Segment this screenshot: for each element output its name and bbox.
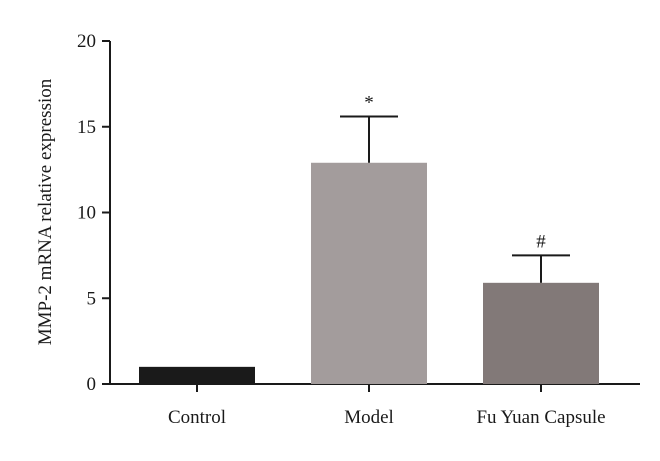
plot-area: 0 5 10 15 20 Control Model * Fu Yuan Capsule # bbox=[77, 31, 640, 428]
y-tick-label: 20 bbox=[77, 31, 96, 52]
bar-fu-yuan-capsule bbox=[483, 282, 599, 384]
y-tick-label: 15 bbox=[77, 117, 96, 138]
significance-marker: * bbox=[364, 92, 374, 113]
significance-marker: # bbox=[536, 231, 546, 252]
y-tick-label: 0 bbox=[87, 374, 97, 395]
x-tick-label: Model bbox=[344, 407, 394, 428]
x-tick-label: Control bbox=[168, 407, 226, 428]
y-tick-label: 10 bbox=[77, 203, 96, 224]
bar-control bbox=[139, 366, 255, 384]
y-tick-label: 5 bbox=[87, 288, 97, 309]
y-axis-title: MMP-2 mRNA relative expression bbox=[35, 78, 56, 345]
x-tick-label: Fu Yuan Capsule bbox=[476, 407, 605, 428]
bar-model bbox=[311, 162, 427, 384]
